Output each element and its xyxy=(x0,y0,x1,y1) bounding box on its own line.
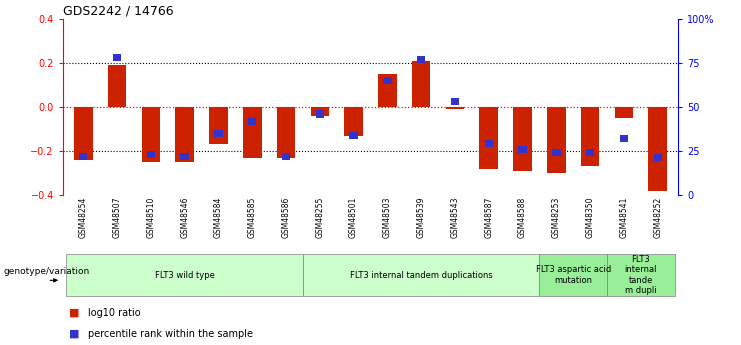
Text: GSM48543: GSM48543 xyxy=(451,197,459,238)
Text: GSM48350: GSM48350 xyxy=(585,197,595,238)
Text: GSM48254: GSM48254 xyxy=(79,197,87,238)
Bar xyxy=(113,54,122,61)
Text: GSM48546: GSM48546 xyxy=(180,197,189,238)
Bar xyxy=(412,61,431,107)
Text: GSM48510: GSM48510 xyxy=(146,197,156,238)
Bar xyxy=(214,130,222,137)
FancyBboxPatch shape xyxy=(539,255,607,296)
Text: GDS2242 / 14766: GDS2242 / 14766 xyxy=(63,5,173,18)
Text: percentile rank within the sample: percentile rank within the sample xyxy=(87,329,253,339)
Bar xyxy=(282,153,290,160)
Bar xyxy=(248,118,256,125)
FancyBboxPatch shape xyxy=(67,255,303,296)
Bar xyxy=(547,107,565,173)
Text: GSM48253: GSM48253 xyxy=(552,197,561,238)
Bar xyxy=(552,149,561,156)
FancyBboxPatch shape xyxy=(607,255,674,296)
Bar xyxy=(107,65,127,107)
Text: GSM48586: GSM48586 xyxy=(282,197,290,238)
Bar xyxy=(180,153,189,160)
Text: ■: ■ xyxy=(69,308,79,318)
Bar xyxy=(79,153,87,160)
Text: GSM48588: GSM48588 xyxy=(518,197,527,238)
Bar xyxy=(345,107,363,136)
Text: GSM48539: GSM48539 xyxy=(416,197,425,238)
Bar xyxy=(349,131,358,139)
Text: log10 ratio: log10 ratio xyxy=(87,308,140,318)
Bar xyxy=(614,107,634,118)
Bar xyxy=(243,107,262,158)
Bar xyxy=(519,146,527,153)
Bar xyxy=(209,107,227,144)
Text: GSM48503: GSM48503 xyxy=(383,197,392,238)
Text: GSM48507: GSM48507 xyxy=(113,197,122,238)
Text: FLT3 aspartic acid
mutation: FLT3 aspartic acid mutation xyxy=(536,265,611,285)
Bar xyxy=(310,107,329,116)
Bar xyxy=(276,107,296,158)
Bar xyxy=(485,140,493,147)
Text: FLT3 internal tandem duplications: FLT3 internal tandem duplications xyxy=(350,270,493,280)
Bar xyxy=(648,107,667,190)
Text: FLT3 wild type: FLT3 wild type xyxy=(155,270,215,280)
Text: GSM48585: GSM48585 xyxy=(247,197,256,238)
Bar xyxy=(147,151,155,158)
Bar xyxy=(451,98,459,105)
Bar xyxy=(176,107,194,162)
FancyBboxPatch shape xyxy=(303,255,539,296)
Bar xyxy=(586,149,594,156)
Bar xyxy=(479,107,498,169)
Bar xyxy=(383,77,392,84)
Bar xyxy=(654,155,662,161)
Bar xyxy=(316,110,324,118)
Text: GSM48501: GSM48501 xyxy=(349,197,358,238)
Text: GSM48541: GSM48541 xyxy=(619,197,628,238)
Text: genotype/variation: genotype/variation xyxy=(4,267,90,276)
Bar xyxy=(445,107,465,109)
Text: GSM48252: GSM48252 xyxy=(654,197,662,238)
Text: GSM48584: GSM48584 xyxy=(214,197,223,238)
Bar xyxy=(378,74,396,107)
Bar xyxy=(619,135,628,142)
Bar xyxy=(514,107,532,171)
Bar xyxy=(581,107,599,166)
Bar xyxy=(417,56,425,63)
Bar xyxy=(74,107,93,160)
Bar xyxy=(142,107,160,162)
Text: FLT3
internal
tande
m dupli: FLT3 internal tande m dupli xyxy=(625,255,657,295)
Text: ■: ■ xyxy=(69,329,79,339)
Text: GSM48255: GSM48255 xyxy=(316,197,325,238)
Text: GSM48587: GSM48587 xyxy=(485,197,494,238)
